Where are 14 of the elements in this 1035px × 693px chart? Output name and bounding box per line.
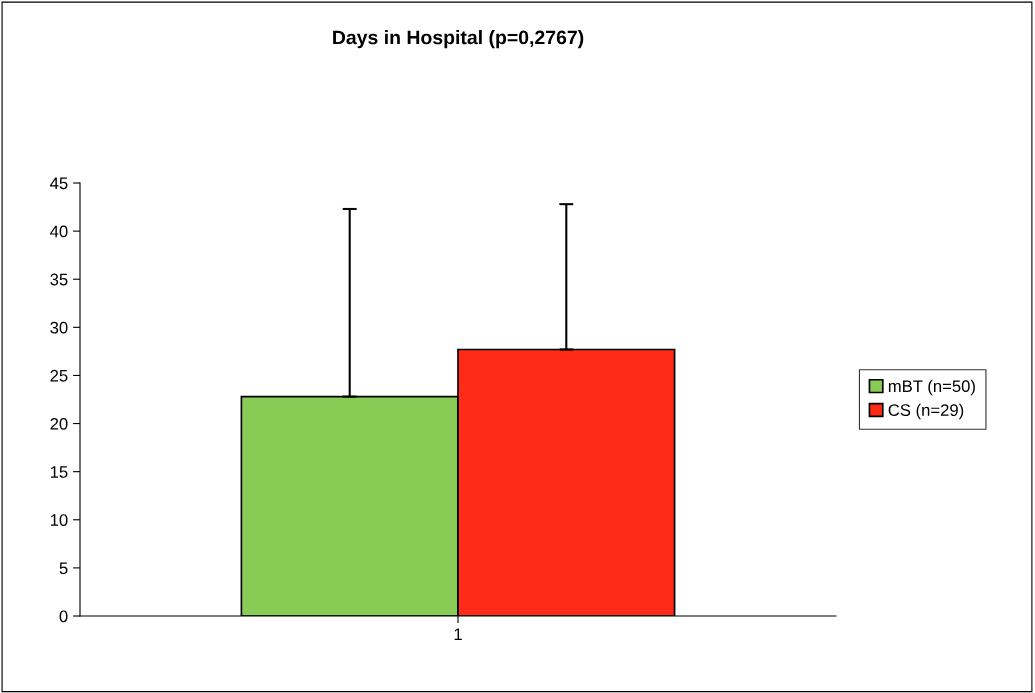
y-tick-label: 40: [50, 225, 68, 238]
y-tick-label: 20: [50, 417, 68, 430]
y-tick-label: 15: [50, 466, 68, 478]
chart-title: Days in Hospital (p=0,2767): [333, 30, 584, 49]
y-tick-label: 35: [50, 273, 68, 286]
legend-label: mBT (n=50): [888, 379, 975, 396]
y-tick-label: 10: [50, 514, 68, 526]
y-tick-label: 5: [59, 562, 68, 575]
legend-label: CS (n=29): [888, 403, 964, 420]
y-tick-label: 45: [50, 177, 68, 190]
x-tick-label: 1: [454, 628, 462, 640]
y-tick-label: 0: [59, 610, 68, 623]
y-tick-label: 30: [50, 321, 68, 334]
y-tick-label: 25: [50, 369, 68, 382]
